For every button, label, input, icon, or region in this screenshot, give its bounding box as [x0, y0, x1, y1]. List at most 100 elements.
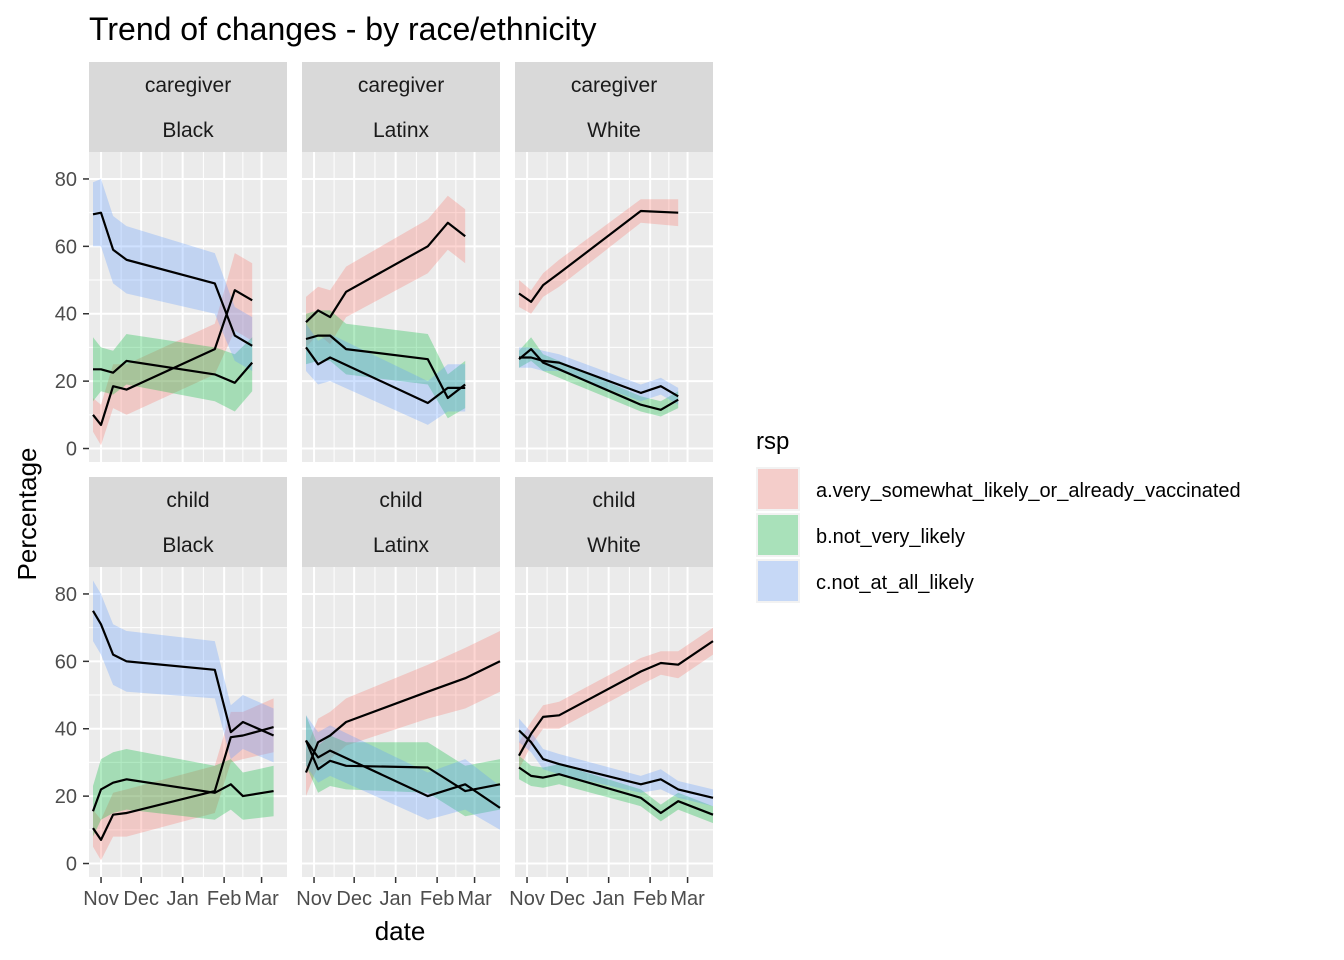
- legend-key-background: [756, 559, 800, 603]
- x-tick-label: Nov: [83, 888, 119, 910]
- y-tick-label: 60: [55, 236, 77, 258]
- legend-item: b.not_very_likely: [756, 513, 965, 557]
- x-tick-label: Mar: [244, 888, 279, 910]
- facet-row-label: caregiver: [358, 74, 444, 97]
- legend-swatch: [758, 561, 798, 601]
- legend-label: a.very_somewhat_likely_or_already_vaccin…: [816, 480, 1241, 502]
- legend-key-background: [756, 467, 800, 511]
- confidence-ribbon: [93, 334, 253, 412]
- confidence-ribbon: [306, 715, 500, 817]
- y-tick-label: 80: [55, 169, 77, 191]
- facet-row-label: caregiver: [571, 74, 657, 97]
- facet-col-label: White: [587, 119, 641, 142]
- facet-panel: child Latinx: [302, 477, 501, 877]
- y-axis: 0 20 40 60 80 0 20 40 60 80: [55, 169, 89, 876]
- facet-panel: child Black: [89, 477, 287, 877]
- series-line: [92, 211, 253, 347]
- panel-background: [302, 567, 500, 877]
- confidence-ribbon: [93, 698, 274, 861]
- facet-strip: [89, 62, 287, 152]
- confidence-ribbon: [93, 179, 253, 371]
- confidence-ribbon: [306, 631, 500, 797]
- y-tick-label: 60: [55, 651, 77, 673]
- facet-col-label: White: [587, 534, 641, 557]
- series-line: [518, 766, 714, 816]
- legend-label: b.not_very_likely: [816, 526, 965, 548]
- confidence-ribbon: [519, 199, 679, 314]
- confidence-ribbon: [93, 253, 253, 446]
- legend-title: rsp: [756, 428, 789, 455]
- legend-item: c.not_at_all_likely: [756, 559, 974, 603]
- y-axis-title: Percentage: [12, 448, 42, 581]
- facet-col-label: Black: [162, 119, 214, 142]
- series-line: [305, 739, 501, 809]
- x-tick-label: Dec: [123, 888, 159, 910]
- series-line: [91, 778, 274, 812]
- panel-background: [302, 152, 500, 462]
- x-axis: Nov Dec Jan Feb Mar Nov Dec Jan Feb Mar Nov Dec Jan F…: [83, 877, 705, 910]
- legend: rsp a.very_somewhat_likely_or_already_va…: [756, 428, 1241, 603]
- legend-swatch: [758, 469, 798, 509]
- x-tick-label: Nov: [509, 888, 545, 910]
- series-line: [92, 289, 253, 426]
- panel-background: [515, 567, 713, 877]
- x-tick-label: Mar: [670, 888, 705, 910]
- panel-background: [515, 152, 713, 462]
- series-line: [304, 660, 501, 773]
- confidence-ribbon: [93, 580, 274, 763]
- confidence-ribbon: [519, 755, 713, 824]
- facet-panel: caregiver Black: [89, 62, 287, 462]
- x-tick-label: Jan: [167, 888, 199, 910]
- series-line: [519, 356, 679, 398]
- legend-label: c.not_at_all_likely: [816, 572, 974, 594]
- facet-col-label: Latinx: [373, 119, 430, 142]
- series-line: [92, 610, 275, 737]
- series-line: [305, 221, 466, 323]
- y-tick-label: 20: [55, 786, 77, 808]
- series-line: [305, 346, 466, 405]
- panel-background: [89, 567, 287, 877]
- y-tick-label: 40: [55, 719, 77, 741]
- series-line: [518, 348, 679, 411]
- y-tick-label: 80: [55, 584, 77, 606]
- facet-strip: [302, 477, 500, 567]
- facet-row-label: child: [379, 489, 422, 512]
- x-axis-title: date: [375, 916, 426, 946]
- chart-title: Trend of changes - by race/ethnicity: [89, 11, 597, 47]
- facet-row-label: caregiver: [145, 74, 231, 97]
- confidence-ribbon: [519, 337, 679, 417]
- y-tick-label: 40: [55, 304, 77, 326]
- facet-strip: [515, 477, 713, 567]
- facet-panel: child White: [515, 477, 714, 877]
- legend-swatch: [758, 515, 798, 555]
- series-line: [92, 726, 274, 842]
- series-line: [304, 740, 501, 793]
- legend-item: a.very_somewhat_likely_or_already_vaccin…: [756, 467, 1241, 511]
- facet-panels: caregiver Black caregiver Latinx caregiver Wh…: [89, 62, 714, 877]
- x-tick-label: Nov: [296, 888, 332, 910]
- confidence-ribbon: [93, 749, 274, 837]
- facet-row-label: child: [166, 489, 209, 512]
- series-line: [518, 729, 714, 799]
- x-tick-label: Feb: [420, 888, 454, 910]
- legend-key-background: [756, 513, 800, 557]
- x-tick-label: Dec: [336, 888, 372, 910]
- panel-background: [89, 152, 287, 462]
- series-line: [93, 359, 254, 384]
- facet-col-label: Black: [162, 534, 214, 557]
- facet-strip: [515, 62, 713, 152]
- x-tick-label: Feb: [633, 888, 667, 910]
- x-tick-label: Mar: [457, 888, 492, 910]
- series-line: [518, 209, 679, 303]
- x-tick-label: Jan: [380, 888, 412, 910]
- facet-panel: caregiver White: [515, 62, 713, 462]
- series-line: [305, 334, 466, 400]
- facet-col-label: Latinx: [373, 534, 430, 557]
- x-tick-label: Feb: [207, 888, 241, 910]
- confidence-ribbon: [519, 718, 713, 807]
- y-tick-label: 0: [66, 439, 77, 461]
- confidence-ribbon: [306, 195, 466, 348]
- y-tick-label: 20: [55, 371, 77, 393]
- facet-row-label: child: [592, 489, 635, 512]
